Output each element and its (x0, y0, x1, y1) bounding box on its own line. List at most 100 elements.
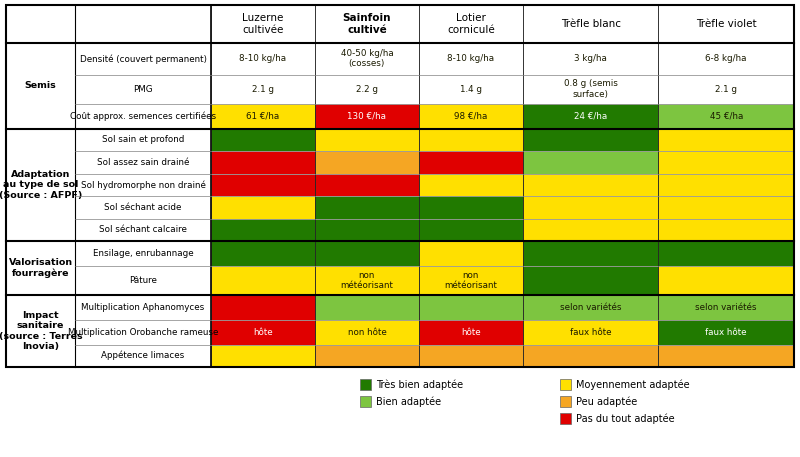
Bar (75, 74, 211, 104)
Text: Sol sain et profond: Sol sain et profond (102, 135, 184, 144)
Text: 24 €/ha: 24 €/ha (574, 112, 607, 121)
Bar (75, 196, 211, 218)
Bar (560, 396, 571, 407)
Bar (419, 241, 523, 266)
Bar (658, 43, 794, 74)
Bar (419, 196, 523, 218)
Bar (315, 128, 419, 151)
Bar (315, 345, 419, 367)
Bar (523, 266, 658, 295)
Bar (419, 266, 523, 295)
Text: 2.2 g: 2.2 g (356, 85, 378, 94)
Bar (211, 174, 315, 196)
Text: 8-10 kg/ha: 8-10 kg/ha (239, 54, 286, 63)
Text: Bien adaptée: Bien adaptée (376, 396, 441, 407)
Bar (658, 5, 794, 43)
Bar (75, 266, 211, 295)
Bar (6, 128, 75, 241)
Text: PMG: PMG (134, 85, 153, 94)
Text: 61 €/ha: 61 €/ha (246, 112, 279, 121)
Text: Appétence limaces: Appétence limaces (102, 351, 185, 361)
Bar (315, 104, 419, 128)
Bar (658, 345, 794, 367)
Text: 8-10 kg/ha: 8-10 kg/ha (447, 54, 494, 63)
Text: 0.8 g (semis
surface): 0.8 g (semis surface) (564, 80, 618, 99)
Bar (75, 151, 211, 174)
Bar (419, 151, 523, 174)
Text: Sol séchant calcaire: Sol séchant calcaire (99, 225, 187, 234)
Bar (75, 218, 211, 241)
Bar (75, 345, 211, 367)
Bar (6, 5, 794, 367)
Bar (315, 295, 419, 320)
Text: Ensilage, enrubannage: Ensilage, enrubannage (93, 249, 194, 258)
Bar (75, 43, 211, 74)
Bar (523, 43, 658, 74)
Bar (658, 174, 794, 196)
Bar (6, 5, 211, 43)
Bar (523, 218, 658, 241)
Bar (419, 128, 523, 151)
Bar (419, 104, 523, 128)
Bar (658, 196, 794, 218)
Bar (523, 241, 658, 266)
Bar (360, 396, 371, 407)
Bar (360, 379, 371, 390)
Bar (658, 295, 794, 320)
Bar (560, 413, 571, 424)
Text: faux hôte: faux hôte (570, 328, 611, 337)
Text: Semis: Semis (25, 81, 57, 90)
Bar (211, 218, 315, 241)
Bar (658, 104, 794, 128)
Bar (211, 104, 315, 128)
Text: 2.1 g: 2.1 g (715, 85, 738, 94)
Bar (658, 128, 794, 151)
Bar (315, 196, 419, 218)
Bar (523, 74, 658, 104)
Bar (658, 241, 794, 266)
Text: Sol hydromorphe non drainé: Sol hydromorphe non drainé (81, 180, 206, 190)
Bar (658, 74, 794, 104)
Bar (211, 241, 315, 266)
Text: 2.1 g: 2.1 g (252, 85, 274, 94)
Text: Sol assez sain drainé: Sol assez sain drainé (97, 158, 190, 167)
Bar (75, 128, 211, 151)
Text: non hôte: non hôte (347, 328, 386, 337)
Bar (419, 174, 523, 196)
Bar (523, 345, 658, 367)
Text: 1.4 g: 1.4 g (460, 85, 482, 94)
Text: Impact
sanitaire
(source : Terres
Inovia): Impact sanitaire (source : Terres Inovia… (0, 311, 82, 351)
Bar (315, 174, 419, 196)
Bar (75, 320, 211, 345)
Bar (315, 241, 419, 266)
Text: Adaptation
au type de sol
(Source : AFPF): Adaptation au type de sol (Source : AFPF… (0, 170, 82, 200)
Text: 98 €/ha: 98 €/ha (454, 112, 488, 121)
Bar (211, 266, 315, 295)
Text: Valorisation
fourragère: Valorisation fourragère (9, 258, 73, 278)
Text: selon variétés: selon variétés (695, 303, 757, 312)
Bar (315, 74, 419, 104)
Bar (658, 320, 794, 345)
Bar (211, 151, 315, 174)
Bar (315, 266, 419, 295)
Text: 40-50 kg/ha
(cosses): 40-50 kg/ha (cosses) (341, 49, 394, 69)
Text: Coût approx. semences certifiées: Coût approx. semences certifiées (70, 112, 216, 121)
Bar (523, 5, 658, 43)
Bar (6, 295, 75, 367)
Text: hôte: hôte (253, 328, 273, 337)
Bar (419, 218, 523, 241)
Text: Sainfoin
cultivé: Sainfoin cultivé (342, 13, 391, 35)
Bar (315, 5, 419, 43)
Bar (211, 345, 315, 367)
Text: Pas du tout adaptée: Pas du tout adaptée (576, 413, 674, 424)
Text: Peu adaptée: Peu adaptée (576, 396, 638, 407)
Text: hôte: hôte (461, 328, 481, 337)
Bar (658, 266, 794, 295)
Bar (523, 128, 658, 151)
Text: 6-8 kg/ha: 6-8 kg/ha (706, 54, 747, 63)
Text: non
météorisant: non météorisant (341, 271, 394, 290)
Text: Trèfle blanc: Trèfle blanc (561, 19, 621, 29)
Bar (75, 104, 211, 128)
Bar (523, 320, 658, 345)
Text: Multiplication Aphanomyces: Multiplication Aphanomyces (82, 303, 205, 312)
